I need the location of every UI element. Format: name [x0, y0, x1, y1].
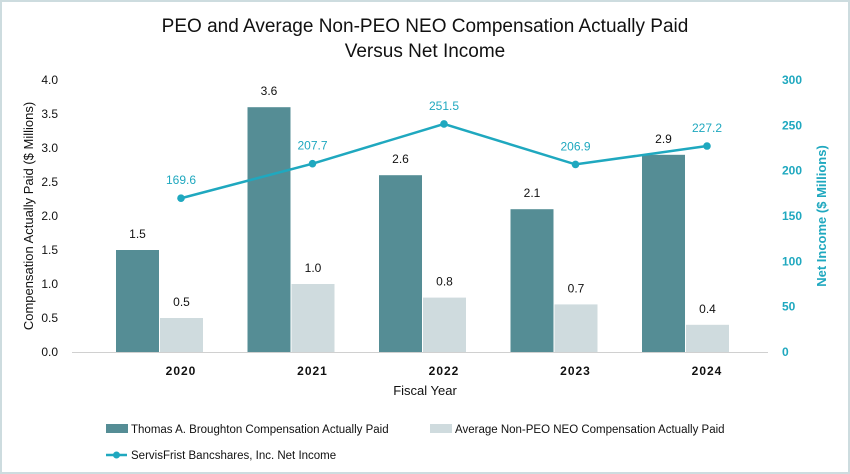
- peo-bar-label: 3.6: [261, 84, 278, 98]
- y-left-tick-label: 1.0: [41, 277, 58, 291]
- x-axis-label: Fiscal Year: [393, 383, 457, 398]
- net-income-label: 169.6: [166, 173, 196, 187]
- y-right-tick-label: 0: [782, 345, 789, 359]
- y-left-tick-label: 1.5: [41, 243, 58, 257]
- peo-bar: [379, 175, 422, 352]
- net-income-point: [308, 159, 317, 168]
- y-left-tick-label: 0.0: [41, 345, 58, 359]
- peo-bar-label: 1.5: [129, 227, 146, 241]
- legend-swatch-non-peo: [430, 424, 452, 433]
- legend-swatch-net-income-marker: [113, 451, 120, 459]
- non-peo-bar: [554, 304, 598, 352]
- peo-bar-label: 2.6: [392, 152, 409, 166]
- non-peo-bar: [423, 297, 466, 352]
- x-tick-label: 2023: [560, 364, 591, 378]
- non-peo-bar-label: 1.0: [305, 261, 322, 275]
- y-axis-right-label: Net Income ($ Millions): [814, 145, 829, 287]
- net-income-point: [440, 120, 448, 128]
- y-right-tick-label: 100: [782, 254, 802, 268]
- net-income-point: [703, 142, 711, 150]
- legend-label-net-income: ServisFrist Bancshares, Inc. Net Income: [131, 450, 336, 462]
- non-peo-bar-label: 0.4: [699, 302, 716, 316]
- y-right-tick-label: 200: [782, 164, 802, 178]
- x-tick-label: 2024: [692, 364, 723, 378]
- y-right-tick-label: 150: [782, 209, 802, 223]
- y-right-tick-label: 250: [782, 118, 802, 132]
- legend-label-peo: Thomas A. Broughton Compensation Actuall…: [131, 424, 389, 436]
- y-left-tick-label: 2.0: [41, 209, 58, 223]
- peo-bar: [642, 154, 685, 352]
- non-peo-bar-label: 0.7: [568, 281, 585, 295]
- legend-swatch-peo: [106, 424, 128, 433]
- y-right-tick-label: 300: [782, 73, 802, 87]
- x-tick-label: 2020: [166, 364, 197, 378]
- legend-label-non-peo: Average Non-PEO NEO Compensation Actuall…: [455, 424, 725, 436]
- x-tick-label: 2022: [429, 364, 460, 378]
- y-left-tick-label: 0.5: [41, 311, 58, 325]
- y-left-tick-label: 4.0: [41, 73, 58, 87]
- y-left-tick-label: 2.5: [41, 175, 58, 189]
- net-income-label: 206.9: [560, 139, 590, 153]
- non-peo-bar: [291, 284, 335, 352]
- net-income-point: [571, 160, 580, 169]
- x-tick-label: 2021: [297, 364, 328, 378]
- chart-title-line-1: PEO and Average Non-PEO NEO Compensation…: [162, 16, 689, 37]
- non-peo-bar: [160, 318, 203, 352]
- non-peo-bar-label: 0.8: [436, 275, 453, 289]
- net-income-point: [177, 194, 185, 203]
- y-right-tick-label: 50: [782, 300, 796, 314]
- net-income-label: 227.2: [692, 121, 722, 135]
- net-income-label: 207.7: [297, 139, 327, 153]
- non-peo-bar-label: 0.5: [173, 295, 190, 309]
- y-left-tick-label: 3.0: [41, 141, 58, 155]
- peo-bar-label: 2.9: [655, 132, 672, 146]
- peo-bar: [510, 209, 554, 352]
- peo-bar-label: 2.1: [524, 186, 541, 200]
- legend: Thomas A. Broughton Compensation Actuall…: [106, 424, 725, 462]
- non-peo-bar: [686, 324, 729, 352]
- peo-bar: [116, 250, 159, 352]
- net-income-label: 251.5: [429, 99, 459, 113]
- y-left-tick-label: 3.5: [41, 107, 58, 121]
- y-axis-left-label: Compensation Actually Paid ($ Millions): [21, 102, 36, 330]
- chart-title-line-2: Versus Net Income: [345, 41, 506, 62]
- peo-bar: [247, 107, 291, 352]
